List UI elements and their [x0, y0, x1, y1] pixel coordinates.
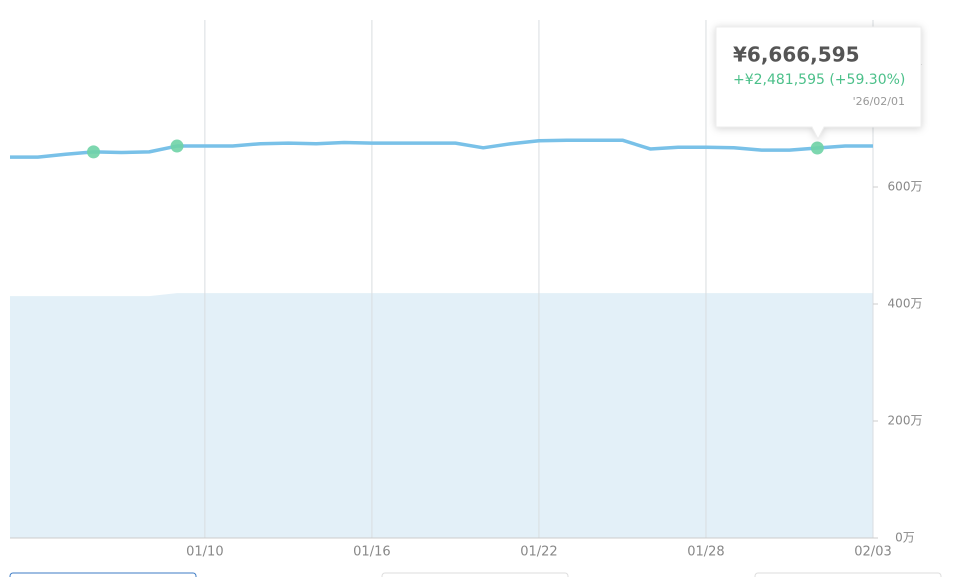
tooltip-value: ¥6,666,595 [733, 43, 860, 67]
tooltip-box [715, 26, 922, 141]
event-point [810, 141, 824, 155]
event-point [87, 145, 101, 159]
event-point [170, 139, 184, 153]
y-tick-label: 0万 [895, 531, 915, 545]
x-tick-label: 01/22 [520, 545, 557, 560]
y-tick-label: 600万 [888, 180, 923, 194]
tooltip-change: +¥2,481,595 (+59.30%) [733, 72, 905, 88]
y-tick-label: 400万 [888, 297, 923, 311]
y-tick-label: 200万 [888, 414, 923, 428]
tab[interactable] [9, 572, 197, 577]
tab[interactable] [381, 572, 569, 577]
line [10, 138, 873, 159]
x-tick-label: 01/28 [687, 545, 724, 560]
x-tick-label: 01/10 [186, 545, 223, 560]
tooltip-date: '26/02/01 [853, 95, 905, 108]
tab[interactable] [754, 572, 942, 577]
area [10, 293, 873, 538]
x-tick-label: 02/03 [854, 545, 891, 560]
x-tick-label: 01/16 [353, 545, 390, 560]
